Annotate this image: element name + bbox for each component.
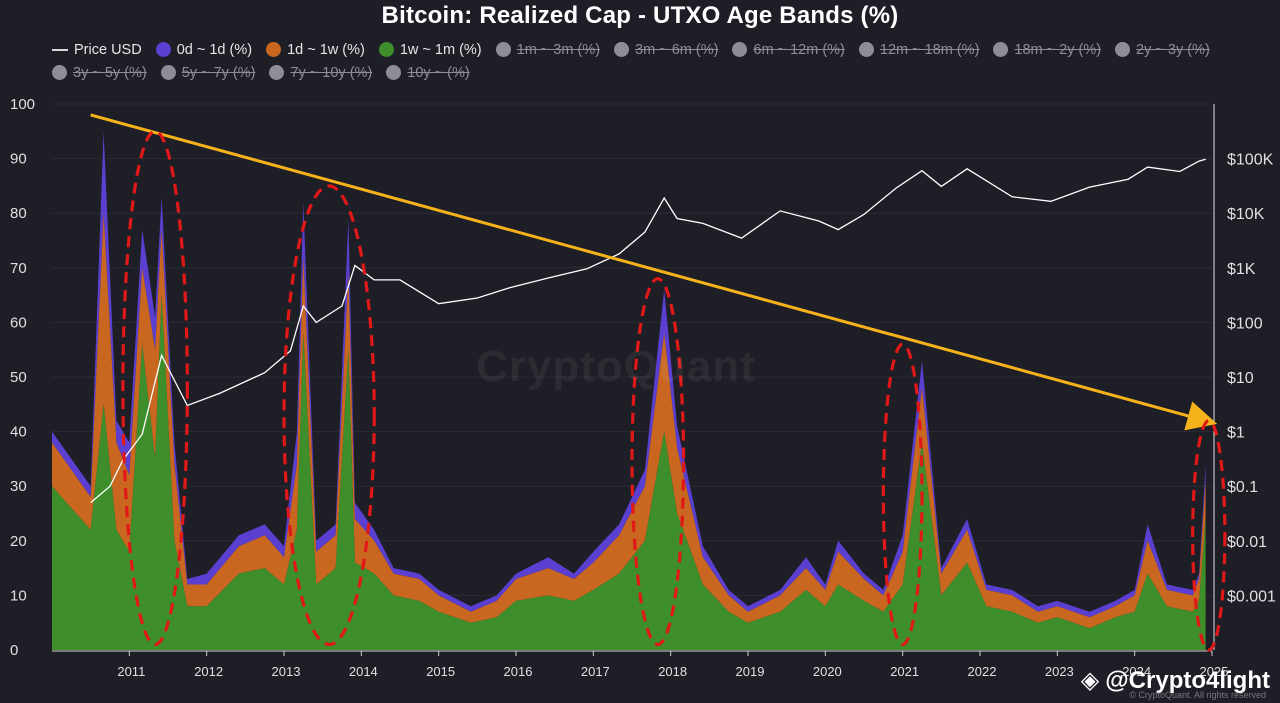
legend-item[interactable]: 5y ~ 7y (%) bbox=[160, 63, 256, 82]
legend-item[interactable]: 1w ~ 1m (%) bbox=[378, 40, 482, 59]
legend-item[interactable]: 7y ~ 10y (%) bbox=[269, 63, 372, 82]
band-areas bbox=[52, 131, 1206, 650]
y-left-tick-label: 60 bbox=[10, 314, 27, 331]
price-line-group bbox=[90, 158, 1206, 504]
legend-label: 10y ~ (%) bbox=[407, 64, 470, 81]
legend-label: 3y ~ 5y (%) bbox=[73, 64, 147, 81]
legend-item[interactable]: 2y ~ 3y (%) bbox=[1115, 40, 1210, 59]
legend-swatch bbox=[993, 42, 1009, 57]
legend-swatch bbox=[495, 42, 511, 57]
y-left-tick-label: 10 bbox=[10, 587, 27, 604]
peak-highlight-ellipse bbox=[282, 184, 376, 647]
y-left-tick-label: 90 bbox=[10, 151, 27, 168]
legend-label: 1m ~ 3m (%) bbox=[516, 41, 601, 58]
legend-swatch bbox=[378, 42, 394, 57]
legend-label: 18m ~ 2y (%) bbox=[1014, 41, 1102, 58]
legend-item[interactable]: 18m ~ 2y (%) bbox=[993, 40, 1101, 59]
price-line bbox=[90, 158, 1206, 504]
legend-label: 5y ~ 7y (%) bbox=[181, 64, 256, 81]
x-tick-label: 2018 bbox=[658, 664, 687, 679]
x-tick-label: 2024 bbox=[1122, 664, 1151, 679]
y-left-tick-label: 20 bbox=[10, 533, 27, 550]
x-tick-label: 2021 bbox=[890, 664, 919, 679]
legend: Price USD 0d ~ 1d (%) 1d ~ 1w (%) 1w ~ 1m (… bbox=[52, 40, 1242, 82]
band-area-series bbox=[52, 295, 1206, 650]
y-left-tick-label: 80 bbox=[10, 205, 27, 222]
y-left-tick-label: 100 bbox=[10, 96, 35, 113]
watermark: CryptoQuant bbox=[476, 342, 756, 391]
copyright: © CryptoQuant. All rights reserved bbox=[1129, 690, 1266, 700]
legend-label: 6m ~ 12m (%) bbox=[753, 41, 845, 58]
peak-highlight-ellipse bbox=[881, 342, 924, 647]
legend-swatch bbox=[160, 65, 176, 80]
x-tick-label: 2020 bbox=[813, 664, 842, 679]
band-area-series bbox=[52, 213, 1206, 629]
legend-swatch bbox=[52, 48, 68, 51]
y-right-tick-label: $0.01 bbox=[1227, 534, 1267, 551]
y-right-tick-label: $10K bbox=[1227, 206, 1265, 223]
axes: 0 10 20 30 40 50 60 70 80 90 100 $0.001 $0.01 $0.1 $1 $… bbox=[10, 96, 1276, 679]
legend-swatch bbox=[858, 42, 874, 57]
peak-highlight-ellipse bbox=[1191, 419, 1227, 652]
legend-item[interactable]: 1m ~ 3m (%) bbox=[495, 40, 601, 59]
x-tick-label: 2025 bbox=[1200, 664, 1229, 679]
legend-swatch bbox=[155, 42, 171, 57]
peak-highlight-ellipse bbox=[121, 129, 189, 647]
x-tick-label: 2016 bbox=[504, 664, 533, 679]
annotations bbox=[90, 113, 1227, 652]
y-left-tick-label: 30 bbox=[10, 478, 27, 495]
x-tick-label: 2019 bbox=[736, 664, 765, 679]
trend-arrow bbox=[90, 113, 1218, 431]
legend-item[interactable]: 0d ~ 1d (%) bbox=[155, 40, 253, 59]
legend-item[interactable]: 10y ~ (%) bbox=[386, 63, 470, 82]
legend-label: 1w ~ 1m (%) bbox=[399, 41, 482, 58]
x-tick-label: 2015 bbox=[426, 664, 455, 679]
legend-swatch bbox=[266, 42, 282, 57]
y-left-tick-label: 50 bbox=[10, 369, 27, 386]
x-tick-label: 2022 bbox=[968, 664, 997, 679]
x-tick-label: 2014 bbox=[349, 664, 378, 679]
chart-title: Bitcoin: Realized Cap - UTXO Age Bands (… bbox=[381, 2, 899, 29]
peak-highlight-ellipse bbox=[630, 277, 686, 647]
binance-logo-icon: ◈ bbox=[1080, 667, 1100, 694]
legend-label: 3m ~ 6m (%) bbox=[635, 41, 719, 58]
legend-swatch bbox=[269, 65, 285, 80]
legend-item[interactable]: 6m ~ 12m (%) bbox=[732, 40, 845, 59]
author-handle: ◈ @Crypto4light bbox=[1081, 666, 1270, 695]
x-tick-label: 2017 bbox=[581, 664, 610, 679]
y-right-tick-label: $1K bbox=[1227, 261, 1256, 278]
x-tick-label: 2011 bbox=[117, 664, 145, 679]
legend-item[interactable]: 3y ~ 5y (%) bbox=[52, 63, 147, 82]
legend-label: 7y ~ 10y (%) bbox=[290, 64, 373, 81]
legend-item[interactable]: 1d ~ 1w (%) bbox=[266, 40, 365, 59]
legend-label: 2y ~ 3y (%) bbox=[1136, 41, 1210, 58]
legend-swatch bbox=[614, 42, 630, 57]
y-left-tick-label: 0 bbox=[10, 642, 18, 659]
legend-item[interactable]: 3m ~ 6m (%) bbox=[614, 40, 718, 59]
legend-item[interactable]: Price USD bbox=[52, 40, 142, 59]
legend-label: 0d ~ 1d (%) bbox=[176, 41, 253, 58]
y-right-tick-label: $100K bbox=[1227, 152, 1274, 169]
y-right-tick-label: $10 bbox=[1227, 370, 1254, 387]
legend-swatch bbox=[732, 42, 748, 57]
legend-label: 12m ~ 18m (%) bbox=[879, 41, 980, 58]
y-left-tick-label: 70 bbox=[10, 260, 27, 277]
legend-item[interactable]: 12m ~ 18m (%) bbox=[858, 40, 980, 59]
legend-swatch bbox=[386, 65, 402, 80]
handle-text: @Crypto4light bbox=[1105, 666, 1270, 694]
x-tick-label: 2023 bbox=[1045, 664, 1074, 679]
legend-label: Price USD bbox=[74, 41, 142, 58]
y-right-tick-label: $0.001 bbox=[1227, 588, 1276, 605]
x-tick-label: 2012 bbox=[194, 664, 223, 679]
y-right-tick-label: $0.1 bbox=[1227, 479, 1258, 496]
y-left-tick-label: 40 bbox=[10, 424, 27, 441]
legend-swatch bbox=[52, 65, 67, 80]
legend-label: 1d ~ 1w (%) bbox=[287, 41, 365, 58]
legend-swatch bbox=[1115, 42, 1131, 57]
x-tick-label: 2013 bbox=[272, 664, 301, 679]
y-right-tick-label: $100 bbox=[1227, 315, 1263, 332]
y-right-tick-label: $1 bbox=[1227, 425, 1245, 442]
